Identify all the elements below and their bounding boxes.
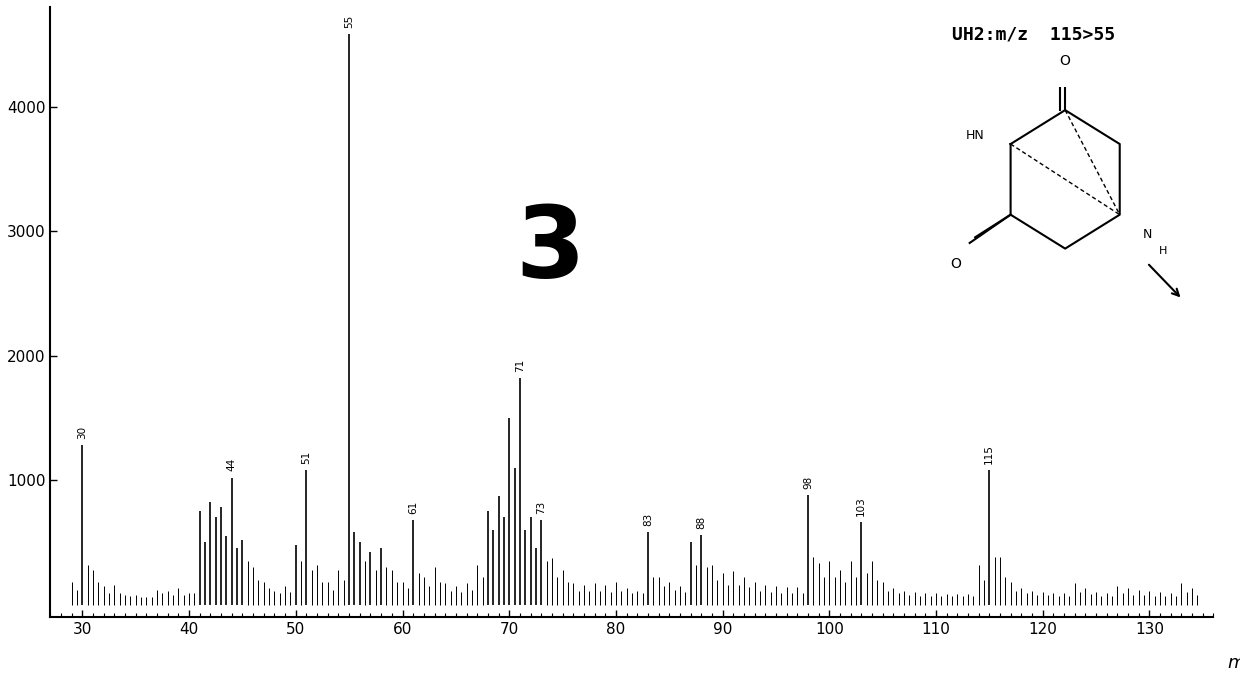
Text: UH2:m/z  115>55: UH2:m/z 115>55 bbox=[951, 26, 1115, 43]
Text: 51: 51 bbox=[301, 451, 311, 464]
Text: 55: 55 bbox=[345, 15, 355, 28]
Text: 83: 83 bbox=[642, 513, 653, 526]
X-axis label: m: m bbox=[1228, 653, 1240, 672]
Text: 30: 30 bbox=[77, 426, 88, 439]
Text: H: H bbox=[1159, 246, 1168, 256]
Text: 44: 44 bbox=[227, 458, 237, 471]
Text: HN: HN bbox=[966, 129, 985, 142]
Text: 71: 71 bbox=[515, 359, 525, 371]
Text: 73: 73 bbox=[536, 501, 546, 513]
Text: 61: 61 bbox=[408, 501, 418, 513]
Text: O: O bbox=[951, 257, 961, 271]
Text: N: N bbox=[1142, 228, 1152, 241]
Text: 88: 88 bbox=[696, 516, 707, 528]
Text: O: O bbox=[1060, 54, 1070, 68]
Text: 115: 115 bbox=[985, 444, 994, 464]
Text: 3: 3 bbox=[516, 203, 585, 299]
Text: 103: 103 bbox=[857, 497, 867, 516]
Text: 98: 98 bbox=[804, 476, 813, 489]
